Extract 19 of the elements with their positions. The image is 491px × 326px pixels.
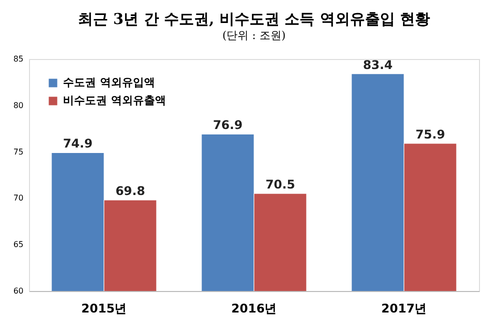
legend-label: 비수도권 역외유출액 [63, 94, 166, 107]
chart-subtitle: (단위 : 조원) [222, 29, 286, 42]
x-tick-label: 2017년 [381, 302, 427, 316]
data-label: 70.5 [265, 178, 296, 192]
x-tick-label: 2016년 [231, 302, 277, 316]
y-tick-label: 60 [13, 286, 24, 296]
data-label: 69.8 [115, 184, 146, 198]
data-label: 75.9 [415, 127, 446, 142]
y-tick-label: 65 [13, 240, 24, 250]
y-tick-label: 75 [13, 147, 24, 156]
data-label: 76.9 [212, 118, 243, 132]
y-tick-label: 80 [13, 100, 24, 110]
legend-label: 수도권 역외유입액 [63, 76, 155, 89]
y-tick-label: 85 [13, 54, 24, 64]
x-tick-label: 2015년 [81, 302, 127, 316]
data-label: 74.9 [62, 136, 93, 151]
y-tick-label: 70 [13, 194, 24, 203]
chart-title: 최근 3년 간 수도권, 비수도권 소득 역외유출입 현황 [78, 10, 430, 28]
data-label: 83.4 [362, 58, 393, 72]
